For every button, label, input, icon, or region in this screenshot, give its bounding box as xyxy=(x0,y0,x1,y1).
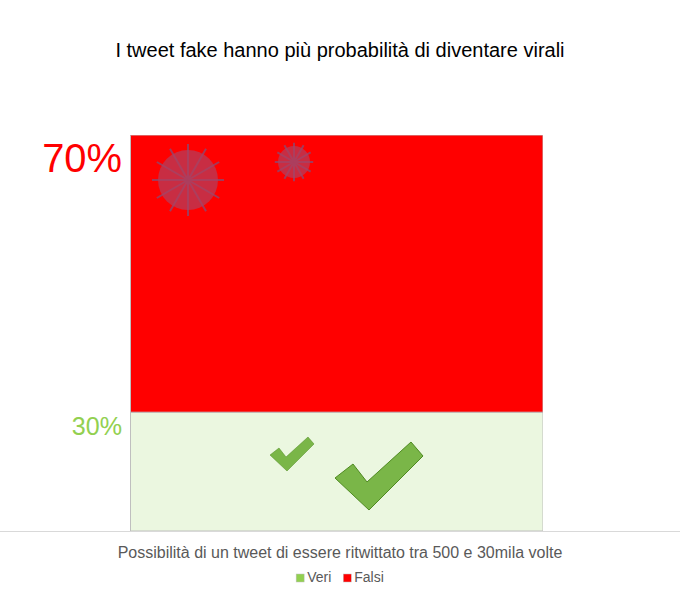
data-label: 70% xyxy=(42,136,122,180)
virus-icon xyxy=(152,144,224,216)
virus-icon xyxy=(275,143,313,181)
legend-swatch xyxy=(343,574,351,582)
legend: Veri Falsi xyxy=(296,569,384,585)
legend-label: Veri xyxy=(307,569,331,585)
data-label: 30% xyxy=(72,412,122,440)
bar-segment xyxy=(130,412,543,531)
chart-svg: I tweet fake hanno più probabilità di di… xyxy=(0,0,680,596)
legend-item: Veri xyxy=(296,569,331,585)
check-icon xyxy=(270,437,314,471)
legend-label: Falsi xyxy=(354,569,384,585)
legend-item: Falsi xyxy=(343,569,384,585)
y-axis-line xyxy=(130,136,131,532)
chart-container: I tweet fake hanno più probabilità di di… xyxy=(0,0,680,596)
virus-body xyxy=(158,150,218,210)
legend-swatch xyxy=(296,574,304,582)
bars xyxy=(130,135,543,531)
baseline xyxy=(0,531,680,532)
decoration xyxy=(152,143,423,510)
background xyxy=(0,0,680,596)
virus-body xyxy=(278,146,310,178)
x-axis-title: Possibilità di un tweet di essere ritwit… xyxy=(118,544,563,561)
bar-segment xyxy=(130,135,543,412)
check-icon xyxy=(335,442,423,510)
chart-title: I tweet fake hanno più probabilità di di… xyxy=(115,39,564,61)
y-axis xyxy=(130,136,131,532)
